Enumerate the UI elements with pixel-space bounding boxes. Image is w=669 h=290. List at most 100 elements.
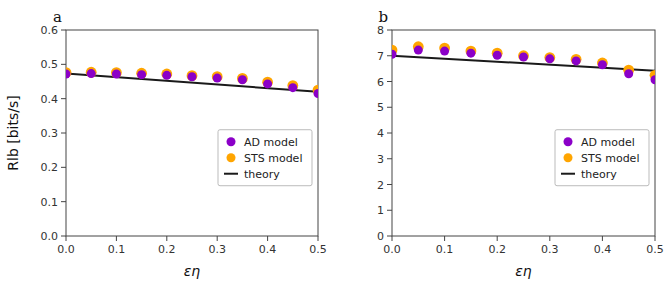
point <box>314 89 319 98</box>
x-tick <box>655 236 656 241</box>
x-tick <box>267 236 268 241</box>
plot-frame <box>66 30 318 236</box>
y-tick <box>61 64 66 65</box>
plot-area <box>66 67 318 98</box>
x-tick-label: 0.3 <box>208 243 226 256</box>
point <box>187 70 198 81</box>
point <box>237 73 248 84</box>
legend-label: theory <box>244 168 280 181</box>
point <box>136 68 147 79</box>
y-tick-label: 4 <box>377 127 384 140</box>
point <box>493 51 502 60</box>
x-tick-label: 0.1 <box>108 243 126 256</box>
point <box>112 69 121 78</box>
point <box>598 60 607 69</box>
panel: 0.00.10.20.30.40.50.00.10.20.30.40.50.6ε… <box>5 8 327 279</box>
panel: 0.00.10.20.30.40.5012345678εηbAD modelST… <box>377 8 664 279</box>
point <box>162 71 171 80</box>
point <box>544 52 555 63</box>
x-tick-label: 0.3 <box>541 243 559 256</box>
y-tick-label: 0.4 <box>41 93 59 106</box>
x-tick-label: 0.0 <box>57 243 75 256</box>
y-tick-label: 2 <box>377 179 384 192</box>
y-tick <box>387 55 392 56</box>
x-tick <box>166 236 167 241</box>
point <box>597 58 608 69</box>
y-tick <box>387 81 392 82</box>
point <box>87 69 96 78</box>
x-tick-label: 0.4 <box>594 243 612 256</box>
point <box>161 69 172 80</box>
figure: 0.00.10.20.30.40.50.00.10.20.30.40.50.6ε… <box>0 0 669 290</box>
y-tick-label: 0.3 <box>41 127 59 140</box>
point <box>392 50 397 59</box>
point <box>519 53 528 62</box>
y-tick <box>387 236 392 237</box>
x-tick-label: 0.4 <box>259 243 277 256</box>
point <box>288 83 297 92</box>
x-tick <box>217 236 218 241</box>
panel-label: a <box>53 8 62 26</box>
x-tick <box>318 236 319 241</box>
y-tick <box>387 107 392 108</box>
point <box>572 56 581 65</box>
y-tick <box>61 98 66 99</box>
point <box>262 77 273 88</box>
y-tick-label: 6 <box>377 76 384 89</box>
x-axis-label: εη <box>184 263 201 279</box>
x-tick <box>66 236 67 241</box>
x-tick <box>392 236 393 241</box>
point <box>86 67 97 78</box>
legend-swatch <box>564 137 573 146</box>
y-tick <box>387 133 392 134</box>
x-tick-label: 0.2 <box>488 243 506 256</box>
y-tick <box>61 201 66 202</box>
y-axis-label: Rlb [bits/s] <box>5 95 21 170</box>
point <box>213 74 222 83</box>
point <box>66 67 71 78</box>
y-tick-label: 3 <box>377 153 384 166</box>
panel-label: b <box>378 8 388 26</box>
legend: AD modelSTS modeltheory <box>218 130 312 186</box>
x-tick <box>602 236 603 241</box>
legend-label: AD model <box>244 136 298 149</box>
legend-box <box>555 130 649 186</box>
x-axis-label: εη <box>515 263 532 279</box>
point <box>651 75 656 84</box>
x-tick <box>116 236 117 241</box>
x-tick-label: 0.0 <box>383 243 401 256</box>
legend-swatch <box>227 153 236 162</box>
x-tick <box>549 236 550 241</box>
y-tick <box>387 30 392 31</box>
legend: AD modelSTS modeltheory <box>555 130 649 186</box>
y-tick-label: 0 <box>377 230 384 243</box>
y-tick <box>61 133 66 134</box>
y-tick-label: 5 <box>377 101 384 114</box>
point <box>466 49 475 58</box>
point <box>188 72 197 81</box>
legend-box <box>218 130 312 186</box>
plot-area <box>392 41 655 84</box>
y-tick <box>387 210 392 211</box>
point <box>571 54 582 65</box>
x-tick <box>444 236 445 241</box>
point <box>111 67 122 78</box>
point <box>545 54 554 63</box>
y-tick <box>61 167 66 168</box>
y-tick-label: 0.5 <box>41 58 59 71</box>
point <box>137 70 146 79</box>
x-tick-label: 0.5 <box>646 243 664 256</box>
legend-label: AD model <box>581 136 635 149</box>
y-tick-label: 0.2 <box>41 161 59 174</box>
legend-swatch <box>561 173 575 175</box>
y-tick-label: 0.1 <box>41 196 59 209</box>
point <box>238 75 247 84</box>
point <box>66 69 71 78</box>
x-tick-label: 0.2 <box>158 243 176 256</box>
y-tick <box>61 30 66 31</box>
legend-label: STS model <box>581 152 639 165</box>
point <box>414 46 423 55</box>
y-tick <box>61 236 66 237</box>
y-tick-label: 1 <box>377 204 384 217</box>
x-tick-label: 0.5 <box>309 243 327 256</box>
